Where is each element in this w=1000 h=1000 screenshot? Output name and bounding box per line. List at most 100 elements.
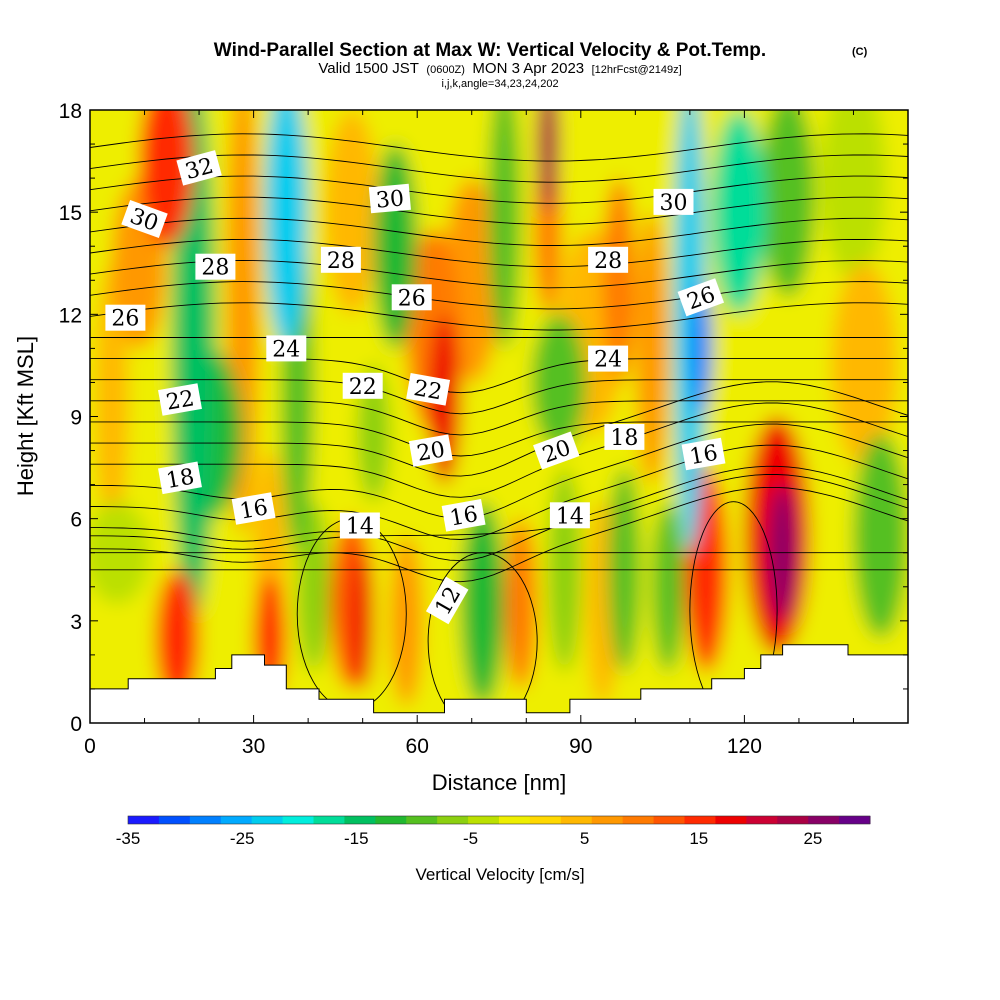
colorbar-swatch bbox=[251, 816, 284, 824]
y-tick-label: 18 bbox=[59, 100, 82, 123]
valid-date: MON 3 Apr 2023 bbox=[472, 60, 584, 77]
w-cell bbox=[171, 110, 216, 621]
theta-label-text: 18 bbox=[164, 465, 196, 494]
theta-contour bbox=[90, 133, 908, 162]
w-cell bbox=[155, 569, 200, 706]
y-tick-label: 6 bbox=[70, 509, 82, 532]
theta-label: 24 bbox=[588, 345, 629, 373]
colorbar-swatch bbox=[839, 816, 871, 824]
theta-label-box bbox=[176, 150, 222, 186]
colorbar-tick-label: 5 bbox=[580, 829, 589, 848]
theta-contour bbox=[90, 465, 908, 562]
theta-label-text: 26 bbox=[398, 286, 426, 311]
theta-label-box bbox=[425, 576, 469, 625]
theta-label: 22 bbox=[158, 383, 202, 416]
colorbar-swatch bbox=[529, 816, 562, 824]
w-cell bbox=[602, 178, 636, 383]
theta-label: 26 bbox=[391, 284, 432, 311]
theta-label-text: 28 bbox=[201, 256, 229, 281]
theta-label: 24 bbox=[266, 335, 307, 362]
w-cell bbox=[357, 365, 390, 502]
theta-label-box bbox=[533, 431, 580, 470]
theta-label-text: 24 bbox=[594, 348, 622, 373]
theta-label-box bbox=[195, 253, 236, 280]
theta-contour bbox=[90, 474, 908, 550]
w-cell bbox=[760, 110, 816, 298]
theta-contour bbox=[90, 154, 908, 183]
colorbar-swatch bbox=[560, 816, 593, 824]
theta-label-box bbox=[339, 512, 380, 539]
theta-label-box bbox=[604, 423, 645, 450]
colorbar-swatch bbox=[684, 816, 716, 824]
w-cell bbox=[711, 110, 767, 315]
chart-subtitle-valid: Valid 1500 JST (0600Z) MON 3 Apr 2023 [1… bbox=[318, 60, 681, 77]
theta-label-text: 16 bbox=[448, 502, 480, 531]
x-tick-label: 30 bbox=[242, 735, 265, 758]
w-cell bbox=[264, 110, 309, 349]
theta-label: 32 bbox=[176, 150, 222, 186]
theta-contour bbox=[90, 400, 908, 436]
theta-contour bbox=[90, 196, 908, 225]
theta-label: 22 bbox=[406, 373, 451, 406]
theta-label-text: 30 bbox=[375, 186, 405, 213]
theta-label-text: 26 bbox=[111, 307, 139, 332]
theta-contour bbox=[90, 217, 908, 246]
theta-label-text: 14 bbox=[556, 504, 584, 529]
colorbar-swatch bbox=[128, 816, 160, 824]
w-cell bbox=[537, 110, 559, 213]
theta-label: 16 bbox=[441, 499, 486, 532]
colorbar-tick-label: -25 bbox=[230, 829, 255, 848]
w-cell bbox=[95, 263, 129, 536]
theta-label-text: 22 bbox=[164, 386, 196, 415]
valid-utc: (0600Z) bbox=[426, 64, 465, 76]
theta-label-box bbox=[677, 278, 725, 317]
colorbar-swatch bbox=[313, 816, 345, 824]
w-cell bbox=[689, 280, 712, 417]
theta-label-text: 22 bbox=[412, 376, 444, 405]
colorbar-frame bbox=[127, 815, 871, 825]
theta-label-box bbox=[408, 434, 453, 467]
theta-label-box bbox=[368, 183, 411, 214]
theta-label-text: 30 bbox=[660, 191, 688, 216]
theta-label: 16 bbox=[231, 492, 276, 525]
theta-label-box bbox=[588, 345, 629, 372]
theta-label: 20 bbox=[408, 434, 453, 467]
w-cell bbox=[460, 501, 505, 706]
copyright-mark: (C) bbox=[852, 46, 868, 58]
colorbar-swatch bbox=[375, 816, 407, 824]
y-tick-label: 15 bbox=[59, 202, 82, 225]
theta-contour bbox=[90, 402, 908, 498]
theta-label-box bbox=[266, 335, 307, 362]
theta-contour bbox=[90, 302, 908, 331]
theta-label: 30 bbox=[121, 199, 168, 239]
theta-contour bbox=[90, 175, 908, 204]
theta-label: 30 bbox=[653, 188, 694, 216]
theta-contour bbox=[90, 238, 908, 268]
colorbar-swatch bbox=[622, 816, 655, 824]
theta-label-box bbox=[158, 383, 202, 416]
theta-label-text: 24 bbox=[272, 337, 300, 362]
colorbar-swatch bbox=[777, 816, 809, 824]
w-cell bbox=[820, 110, 887, 281]
x-tick-label: 120 bbox=[727, 735, 762, 758]
theta-label: 18 bbox=[604, 423, 645, 451]
colorbar-swatch bbox=[591, 816, 624, 824]
colorbar-swatch bbox=[282, 816, 314, 824]
theta-label: 28 bbox=[320, 246, 361, 274]
colorbar-title: Vertical Velocity [cm/s] bbox=[415, 865, 584, 884]
theta-label-box bbox=[121, 199, 168, 239]
w-cell bbox=[488, 110, 521, 349]
x-axis: 0 30 60 90 120 bbox=[84, 110, 854, 758]
theta-label: 22 bbox=[342, 372, 383, 400]
w-cell bbox=[351, 552, 374, 689]
w-cell bbox=[324, 110, 380, 315]
theta-label-box bbox=[231, 492, 276, 525]
w-cell bbox=[531, 314, 587, 451]
theta-contour bbox=[90, 381, 908, 477]
theta-label-box bbox=[406, 373, 451, 406]
forecast-info: [12hrFcst@2149z] bbox=[592, 64, 682, 76]
theta-label-box bbox=[588, 246, 629, 273]
y-axis: 0 3 6 9 12 15 18 bbox=[59, 100, 908, 736]
